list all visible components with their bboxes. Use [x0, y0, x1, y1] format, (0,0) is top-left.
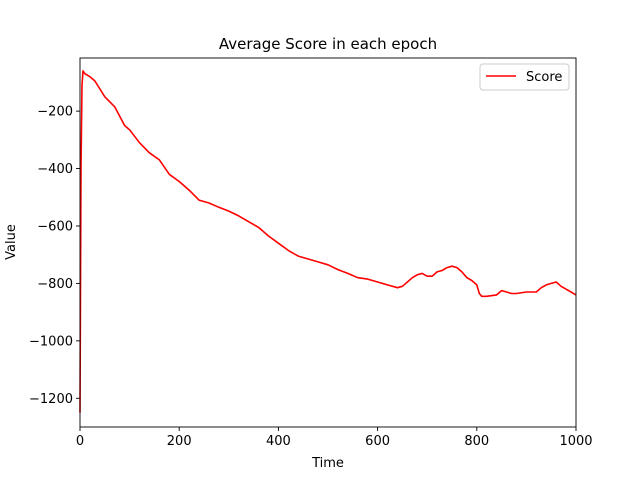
x-tick-label: 200 — [167, 434, 192, 449]
legend-box — [479, 63, 570, 91]
y-axis-label: Value — [4, 224, 19, 260]
legend-label-score: Score — [526, 70, 562, 85]
score-line — [79, 70, 577, 413]
x-axis-label: Time — [311, 456, 344, 471]
legend: Score — [479, 63, 570, 91]
y-tick-label: −1000 — [29, 334, 73, 349]
y-tick-label: −800 — [37, 277, 73, 292]
plot-frame — [79, 57, 577, 428]
y-tick-label: −600 — [37, 219, 73, 234]
x-tick-label: 600 — [365, 434, 390, 449]
plot-area — [80, 58, 576, 427]
x-tick-label: 400 — [266, 434, 291, 449]
chart-title: Average Score in each epoch — [219, 35, 437, 53]
x-tick-label: 0 — [76, 434, 84, 449]
x-tick-label: 1000 — [559, 434, 592, 449]
x-axis-ticks: 0 200 400 600 800 1000 — [76, 427, 593, 449]
x-tick-label: 800 — [464, 434, 489, 449]
y-tick-label: −400 — [37, 162, 73, 177]
y-tick-label: −200 — [37, 105, 73, 120]
y-tick-label: −1200 — [29, 392, 73, 407]
y-axis-ticks: −1200 −1000 −800 −600 −400 −200 — [29, 105, 80, 407]
